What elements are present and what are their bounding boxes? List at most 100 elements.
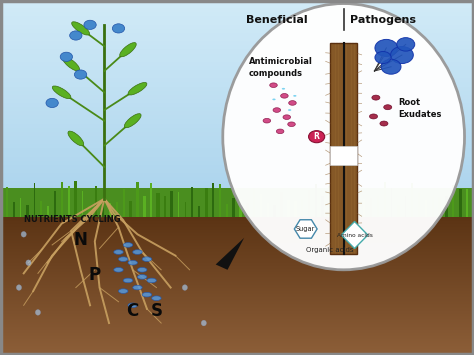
Ellipse shape <box>128 261 137 265</box>
Text: R: R <box>314 132 319 141</box>
Bar <box>191 187 193 217</box>
Ellipse shape <box>114 250 123 254</box>
Ellipse shape <box>63 57 80 71</box>
Circle shape <box>84 20 96 29</box>
Bar <box>328 186 331 217</box>
Circle shape <box>397 38 415 51</box>
Circle shape <box>391 47 413 64</box>
Bar <box>74 181 77 217</box>
Bar <box>219 185 221 217</box>
Ellipse shape <box>133 285 142 290</box>
Ellipse shape <box>293 95 296 97</box>
Ellipse shape <box>123 278 133 283</box>
Ellipse shape <box>118 289 128 293</box>
Bar <box>330 146 357 165</box>
Circle shape <box>381 59 401 74</box>
Bar <box>473 186 474 217</box>
Bar <box>246 203 249 217</box>
Bar <box>88 206 91 217</box>
Bar <box>438 197 441 217</box>
Ellipse shape <box>124 114 141 128</box>
Text: N: N <box>73 231 88 249</box>
Bar <box>321 196 324 217</box>
Bar <box>260 193 262 217</box>
Circle shape <box>375 39 398 56</box>
Text: S: S <box>150 302 163 320</box>
Text: Beneficial: Beneficial <box>246 15 307 24</box>
Circle shape <box>46 98 58 108</box>
Ellipse shape <box>128 82 147 95</box>
Circle shape <box>309 131 325 143</box>
Ellipse shape <box>21 231 27 237</box>
Bar <box>301 199 303 217</box>
Text: Organic acids: Organic acids <box>306 247 353 253</box>
Bar <box>418 193 420 217</box>
Bar <box>156 193 160 217</box>
Bar <box>363 199 365 217</box>
Ellipse shape <box>276 129 284 133</box>
Ellipse shape <box>223 4 465 270</box>
Ellipse shape <box>273 108 281 112</box>
Bar <box>356 196 358 217</box>
Bar <box>459 189 462 217</box>
Ellipse shape <box>120 43 136 57</box>
Text: C: C <box>127 302 139 320</box>
Ellipse shape <box>36 310 41 315</box>
Bar <box>150 183 152 217</box>
Ellipse shape <box>281 93 288 98</box>
Bar <box>136 182 139 217</box>
Polygon shape <box>294 220 317 238</box>
Text: Pathogens: Pathogens <box>350 15 416 24</box>
Ellipse shape <box>52 86 71 99</box>
Ellipse shape <box>142 257 152 261</box>
Bar <box>273 205 276 217</box>
Bar <box>336 184 337 217</box>
Bar <box>397 205 400 217</box>
Bar <box>287 200 290 217</box>
Bar <box>280 192 283 217</box>
Text: Amino acids: Amino acids <box>337 233 373 237</box>
Bar <box>0 188 474 217</box>
Ellipse shape <box>133 250 142 254</box>
Bar <box>82 191 83 217</box>
Bar <box>13 202 15 217</box>
Ellipse shape <box>182 285 188 290</box>
Bar <box>198 206 200 217</box>
Bar <box>342 195 345 217</box>
Text: NUTRIENTS CYCLING: NUTRIENTS CYCLING <box>24 215 120 224</box>
Bar <box>20 198 21 217</box>
Bar <box>425 200 427 217</box>
Ellipse shape <box>152 296 161 300</box>
Bar <box>432 197 434 217</box>
Circle shape <box>375 51 391 64</box>
Bar <box>452 185 455 217</box>
Bar <box>143 196 146 217</box>
Ellipse shape <box>142 293 152 297</box>
Circle shape <box>112 24 125 33</box>
Ellipse shape <box>137 268 147 272</box>
Bar <box>411 183 413 217</box>
Bar <box>205 188 208 217</box>
Bar <box>47 206 49 217</box>
Bar <box>239 199 242 217</box>
Ellipse shape <box>270 83 277 87</box>
Bar <box>102 200 104 217</box>
Circle shape <box>74 70 87 79</box>
Ellipse shape <box>372 95 380 100</box>
Bar <box>211 183 214 217</box>
Bar <box>253 188 255 217</box>
Bar <box>232 198 235 217</box>
Ellipse shape <box>128 303 137 307</box>
Bar <box>26 206 29 217</box>
Bar <box>226 203 228 217</box>
Bar <box>377 196 379 217</box>
Bar <box>6 186 8 217</box>
Text: Sugar: Sugar <box>296 226 315 232</box>
Circle shape <box>70 31 82 40</box>
Bar <box>170 191 173 217</box>
Ellipse shape <box>370 114 377 119</box>
Bar <box>116 202 118 217</box>
Polygon shape <box>216 238 244 270</box>
Ellipse shape <box>383 105 392 110</box>
Bar <box>384 182 386 217</box>
